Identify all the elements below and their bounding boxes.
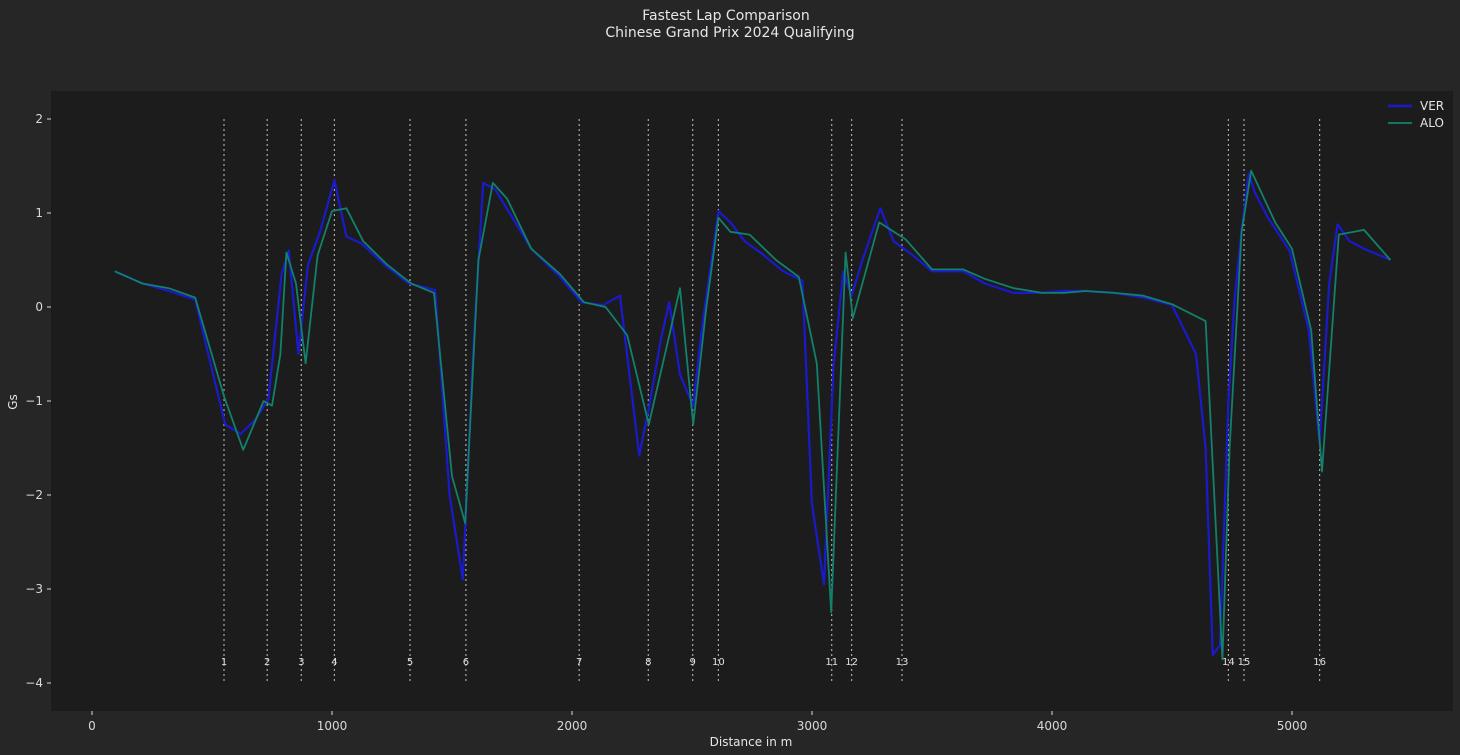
corner-label-7: 7 [576,657,582,668]
corner-label-12: 12 [845,657,858,668]
series-line-ver [114,172,1391,656]
chart-subtitle: Chinese Grand Prix 2024 Qualifying [605,25,854,41]
corner-label-9: 9 [690,657,696,668]
x-axis-ticks: 0 1000 2000 3000 4000 5000 [88,711,1307,733]
y-tick-label: −4 [25,676,43,690]
y-tick-label: 2 [35,112,43,126]
corner-label-15: 15 [1238,657,1251,668]
x-tick-label: 5000 [1277,719,1308,733]
corner-label-5: 5 [407,657,413,668]
x-tick-label: 4000 [1037,719,1068,733]
corner-label-8: 8 [645,657,651,668]
x-tick-label: 3000 [797,719,828,733]
y-tick-label: −2 [25,488,43,502]
corner-label-1: 1 [221,657,227,668]
legend-label-ver: VER [1420,99,1444,113]
y-axis-ticks: 2 1 0 −1 −2 −3 −4 [25,112,51,690]
corner-label-4: 4 [331,657,337,668]
plot-area [51,91,1453,711]
corner-label-11: 11 [825,657,838,668]
corner-label-2: 2 [264,657,270,668]
x-axis-label: Distance in m [710,735,793,749]
x-tick-label: 0 [88,719,96,733]
legend: VER ALO [1388,99,1444,130]
series-lines [114,169,1392,661]
chart-title: Fastest Lap Comparison [642,8,810,24]
y-tick-label: 1 [35,206,43,220]
legend-label-alo: ALO [1420,116,1444,130]
x-tick-label: 1000 [317,719,348,733]
corner-label-10: 10 [712,657,725,668]
corner-label-6: 6 [463,657,469,668]
corner-label-13: 13 [896,657,909,668]
x-tick-label: 2000 [557,719,588,733]
corner-label-14: 14 [1222,657,1235,668]
y-tick-label: −3 [25,582,43,596]
y-axis-label: Gs [6,394,20,410]
y-tick-label: 0 [35,300,43,314]
corner-label-3: 3 [298,657,304,668]
corner-label-16: 16 [1313,657,1326,668]
series-line-alo [114,169,1392,661]
y-tick-label: −1 [25,394,43,408]
